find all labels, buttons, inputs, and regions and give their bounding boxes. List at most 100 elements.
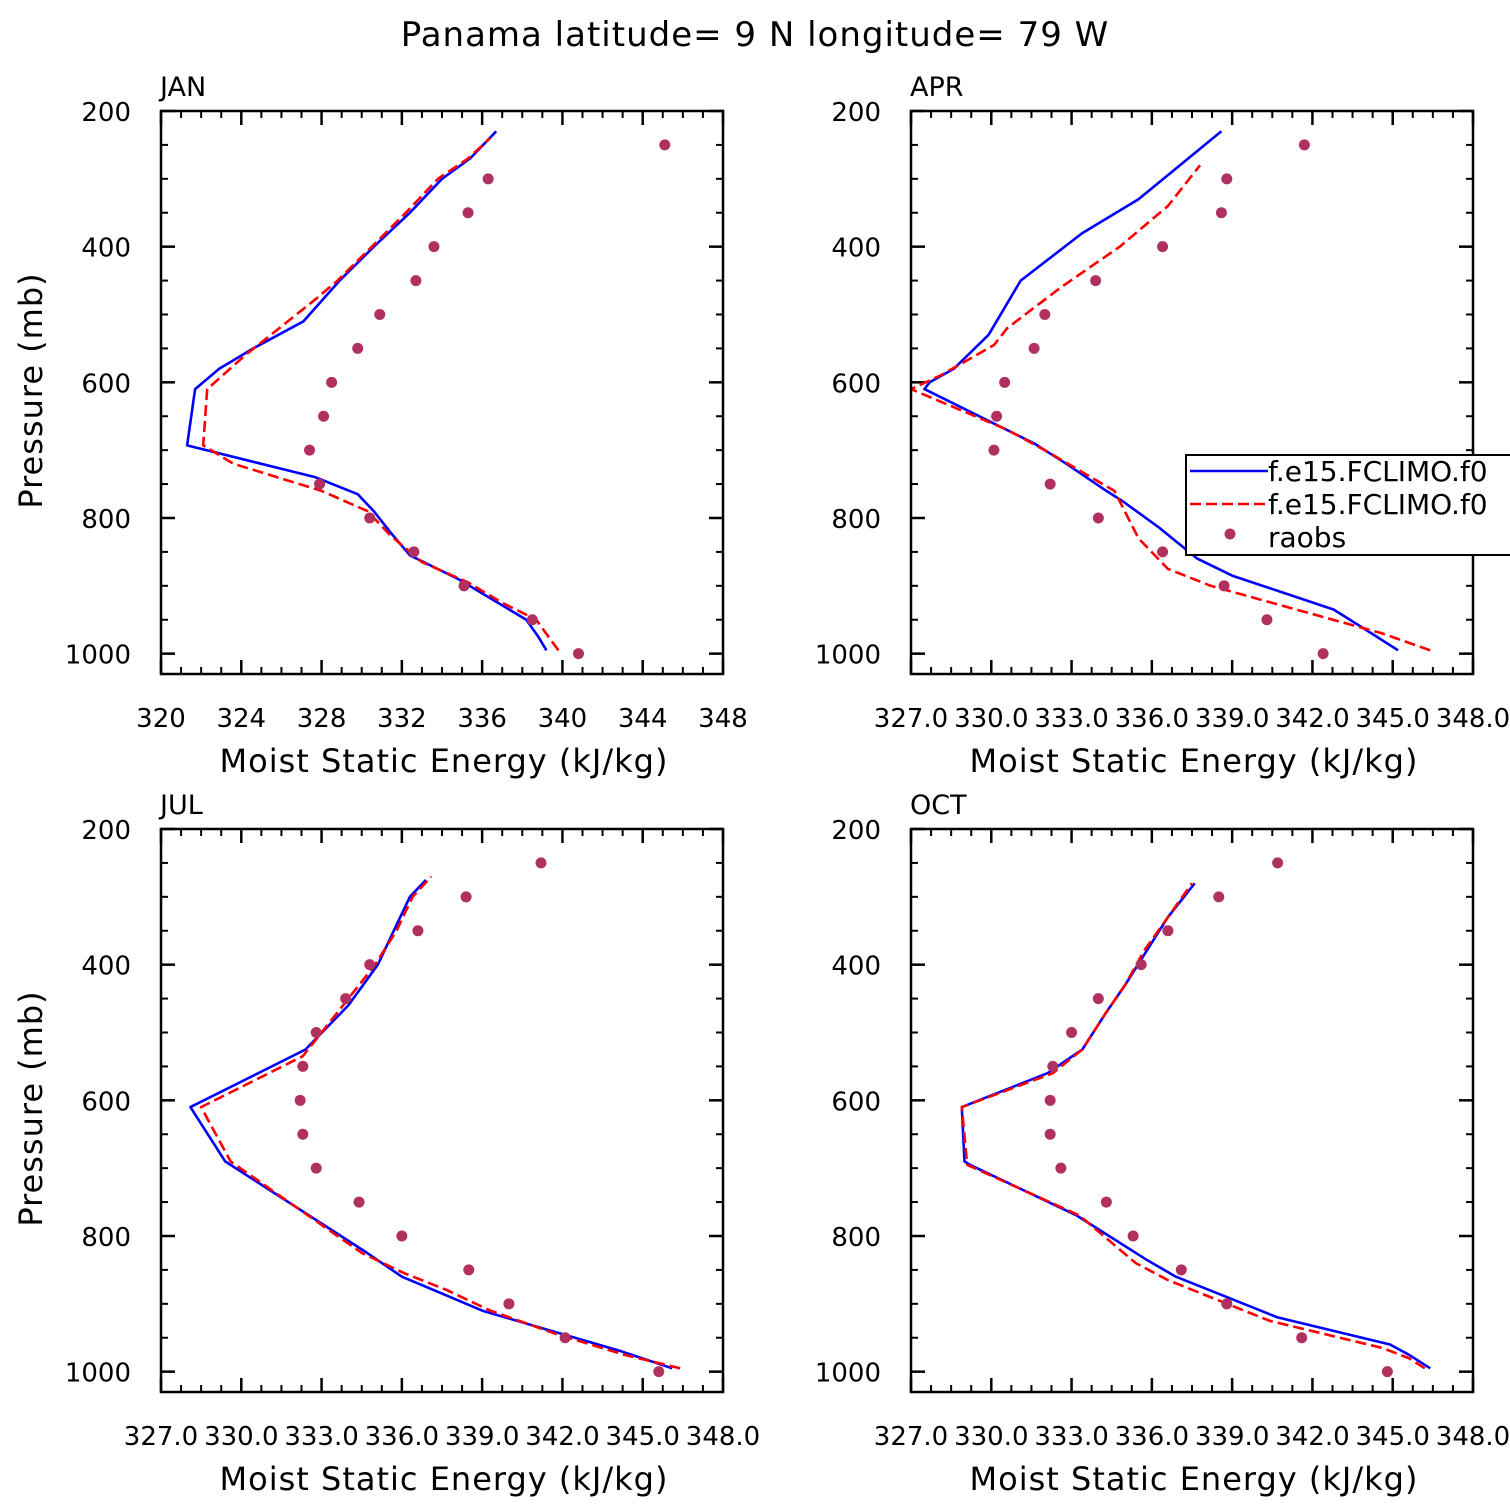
panel-title: JAN (158, 72, 206, 103)
plot-frame (159, 827, 725, 1394)
raobs-point (999, 376, 1011, 388)
raobs-point (1044, 1094, 1056, 1106)
x-tick-label: 342.0 (1275, 704, 1349, 734)
x-tick-label: 336.0 (365, 1422, 439, 1452)
y-tick-label: 1000 (815, 1359, 881, 1389)
x-tick-label: 345.0 (1355, 1422, 1429, 1452)
x-axis-label: Moist Static Energy (kJ/kg) (970, 742, 1419, 780)
raobs-point (1092, 993, 1104, 1005)
raobs-point (428, 241, 440, 253)
raobs-point (364, 512, 376, 524)
y-axis-label: Pressure (mb) (12, 272, 50, 508)
raobs-point (1215, 207, 1227, 219)
panels: 320 324 328 332 336 340 344 348 200 400 600 800 1000… (12, 72, 1510, 1498)
plot-area (911, 130, 1431, 660)
x-tick-label: 320 (136, 704, 186, 734)
y-tick-label: 400 (81, 234, 131, 264)
raobs-point (310, 1162, 322, 1174)
raobs-point (988, 444, 1000, 456)
y-tick-label: 800 (81, 1223, 131, 1253)
raobs-point (1044, 478, 1056, 490)
raobs-point (460, 891, 472, 903)
x-tick-label: 336.0 (1115, 704, 1189, 734)
raobs-point (1047, 1060, 1059, 1072)
raobs-point (326, 376, 338, 388)
raobs-point (1381, 1366, 1393, 1378)
raobs-point (1162, 925, 1174, 937)
legend-raobs-marker (1224, 528, 1236, 540)
x-tick-label: 327.0 (124, 1422, 198, 1452)
panel-jul: 327.0 330.0 333.0 336.0 339.0 342.0 345.0 348.0… (12, 790, 760, 1498)
x-tick-label: 330.0 (204, 1422, 278, 1452)
raobs-point (1157, 241, 1169, 253)
panel-jan: 320 324 328 332 336 340 344 348 200 400 600 800 1000… (12, 72, 748, 780)
raobs-point (1213, 891, 1225, 903)
raobs-point (1175, 1264, 1187, 1276)
x-tick-label: 332 (377, 704, 427, 734)
raobs-point (1298, 139, 1310, 151)
x-tick-label: 348.0 (1436, 1422, 1510, 1452)
x-tick-label: 342.0 (1275, 1422, 1349, 1452)
raobs-point (1296, 1332, 1308, 1344)
x-tick-label: 345.0 (605, 1422, 679, 1452)
raobs-point (526, 614, 538, 626)
raobs-point (297, 1060, 309, 1072)
series-line-model2 (960, 882, 1426, 1370)
x-tick-label: 330.0 (954, 1422, 1028, 1452)
y-axis-label: Pressure (mb) (12, 990, 50, 1226)
x-tick-label: 327.0 (874, 1422, 948, 1452)
raobs-point (297, 1128, 309, 1140)
x-tick-label: 342.0 (525, 1422, 599, 1452)
x-tick-label: 333.0 (284, 1422, 358, 1452)
x-tick-label: 333.0 (1034, 704, 1108, 734)
raobs-point (1100, 1196, 1112, 1208)
figure-title: Panama latitude= 9 N longitude= 79 W (401, 15, 1110, 55)
raobs-point (503, 1298, 515, 1310)
series-line-model1 (189, 879, 673, 1370)
y-tick-label: 600 (81, 1087, 131, 1117)
x-tick-label: 339.0 (445, 1422, 519, 1452)
raobs-point (412, 925, 424, 937)
raobs-point (1039, 308, 1051, 320)
x-tick-label: 336 (457, 704, 507, 734)
y-tick-label: 400 (831, 952, 881, 982)
raobs-point (1272, 857, 1284, 869)
raobs-point (310, 1026, 322, 1038)
series-line-model2 (201, 137, 560, 652)
raobs-point (294, 1094, 306, 1106)
x-tick-label: 330.0 (954, 704, 1028, 734)
raobs-point (991, 410, 1003, 422)
x-tick-label: 336.0 (1115, 1422, 1189, 1452)
raobs-point (408, 546, 420, 558)
panel-title: APR (910, 72, 964, 103)
y-tick-label: 1000 (65, 1359, 131, 1389)
plot-area (189, 857, 681, 1378)
raobs-point (1218, 580, 1230, 592)
raobs-point (1157, 546, 1169, 558)
series-line-model1 (185, 130, 548, 651)
raobs-point (1090, 275, 1102, 287)
raobs-point (1092, 512, 1104, 524)
x-axis-label: Moist Static Energy (kJ/kg) (970, 1460, 1419, 1498)
raobs-point (1221, 173, 1233, 185)
y-tick-label: 400 (831, 234, 881, 264)
x-tick-label: 348.0 (1436, 704, 1510, 734)
x-tick-label: 340 (538, 704, 588, 734)
x-tick-label: 345.0 (1355, 704, 1429, 734)
raobs-point (340, 993, 352, 1005)
legend-label: f.e15.FCLIMO.f0 (1268, 488, 1488, 521)
x-axis-label: Moist Static Energy (kJ/kg) (220, 1460, 669, 1498)
y-tick-label: 600 (831, 1087, 881, 1117)
raobs-point (1044, 1128, 1056, 1140)
x-tick-label: 327.0 (874, 704, 948, 734)
x-tick-label: 339.0 (1195, 704, 1269, 734)
legend-label: raobs (1268, 521, 1346, 554)
series-line-model2 (199, 875, 681, 1370)
raobs-point (463, 1264, 475, 1276)
x-tick-label: 348 (698, 704, 748, 734)
x-tick-label: 348.0 (686, 1422, 760, 1452)
x-tick-label: 324 (216, 704, 266, 734)
raobs-point (352, 342, 364, 354)
raobs-point (458, 580, 470, 592)
